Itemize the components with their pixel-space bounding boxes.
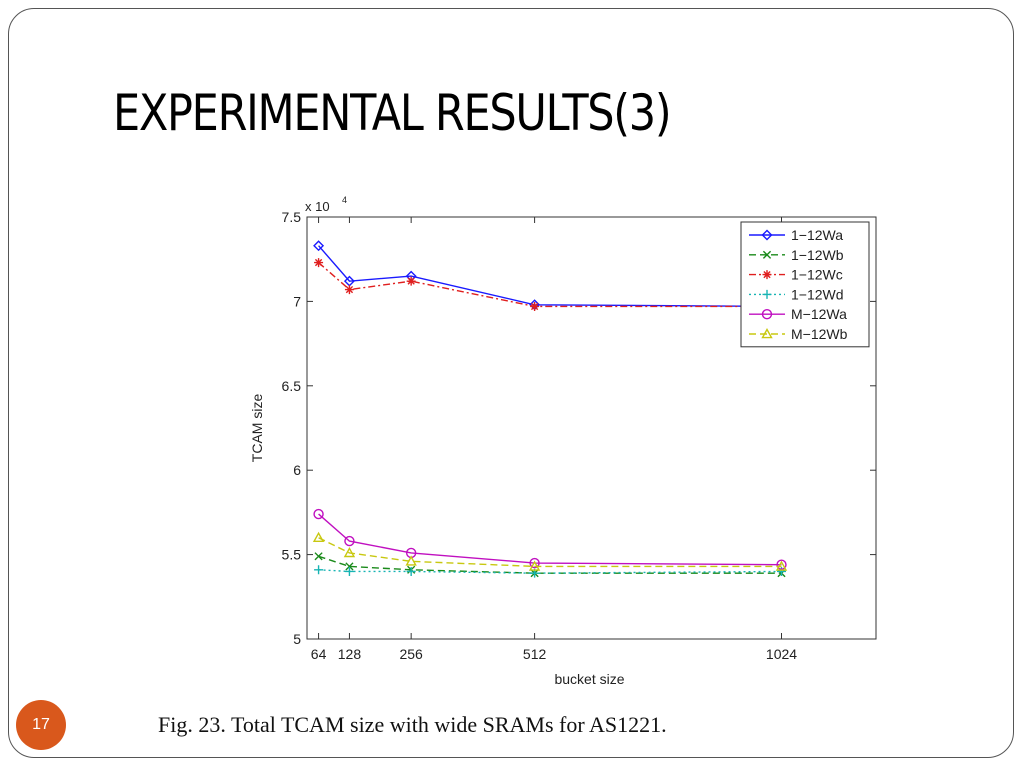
data-point — [528, 560, 541, 571]
data-point — [312, 531, 325, 543]
data-point — [529, 557, 540, 569]
legend-label: 1−12Wc — [791, 267, 843, 283]
legend-marker — [762, 289, 772, 299]
slide-frame — [8, 8, 1014, 758]
legend-label: 1−12Wa — [791, 227, 843, 243]
data-point — [776, 559, 787, 570]
legend-label: 1−12Wd — [791, 286, 844, 302]
y-tick-label: 5.5 — [282, 547, 302, 563]
data-point — [314, 565, 324, 575]
legend-label: M−12Wb — [791, 326, 848, 342]
series-5 — [313, 508, 787, 570]
series-3 — [314, 258, 786, 311]
legend-marker — [762, 270, 772, 280]
y-axis-label: TCAM size — [249, 394, 265, 463]
slide-title: EXPERIMENTAL RESULTS(3) — [113, 84, 672, 142]
series-line — [318, 262, 782, 308]
legend-marker — [761, 229, 773, 241]
x-tick-label: 128 — [338, 646, 362, 662]
data-point — [406, 276, 416, 286]
data-point — [313, 508, 324, 520]
page-number-badge: 17 — [16, 700, 66, 750]
legend-label: 1−12Wb — [791, 247, 844, 263]
x-axis-label: bucket size — [554, 671, 624, 687]
data-point — [345, 562, 354, 571]
y-tick-label: 6.5 — [282, 378, 302, 394]
x-tick-label: 1024 — [766, 646, 797, 662]
data-point — [406, 566, 416, 576]
plot-area-frame — [306, 216, 877, 640]
y-tick-label: 7 — [293, 293, 301, 309]
series-6 — [312, 531, 788, 571]
series-line — [318, 245, 782, 308]
legend: 1−12Wa 1−12Wb 1−12Wc 1−12Wd M−12Wa M−12Wb — [740, 221, 870, 348]
legend-marker — [761, 309, 773, 320]
legend-box — [740, 221, 870, 348]
y-tick-label: 6 — [293, 462, 301, 478]
data-point — [344, 566, 354, 576]
data-point — [314, 258, 324, 268]
series-4 — [314, 565, 786, 578]
data-point — [344, 535, 355, 547]
series-line — [318, 513, 782, 566]
data-point — [343, 546, 356, 558]
legend-marker — [762, 250, 772, 259]
legend-marker — [761, 328, 773, 339]
data-point — [776, 566, 786, 576]
y-multiplier-exponent: 4 — [342, 195, 347, 205]
legend-label: M−12Wa — [791, 306, 847, 322]
x-tick-label: 256 — [399, 646, 423, 662]
figure-caption: Fig. 23. Total TCAM size with wide SRAMs… — [158, 712, 667, 737]
y-tick-label: 5 — [293, 631, 301, 647]
y-multiplier-label: x 10 — [305, 199, 330, 214]
x-tick-label: 64 — [311, 646, 327, 662]
series-1 — [313, 240, 787, 312]
series-line — [318, 569, 782, 574]
data-point — [313, 240, 325, 252]
data-point — [344, 285, 354, 295]
data-point — [775, 560, 788, 571]
y-tick-label: 7.5 — [282, 209, 302, 225]
data-point — [530, 301, 540, 311]
data-point — [405, 555, 417, 566]
x-tick-label: 512 — [523, 646, 547, 662]
series-line — [318, 537, 782, 568]
data-point — [314, 552, 323, 561]
